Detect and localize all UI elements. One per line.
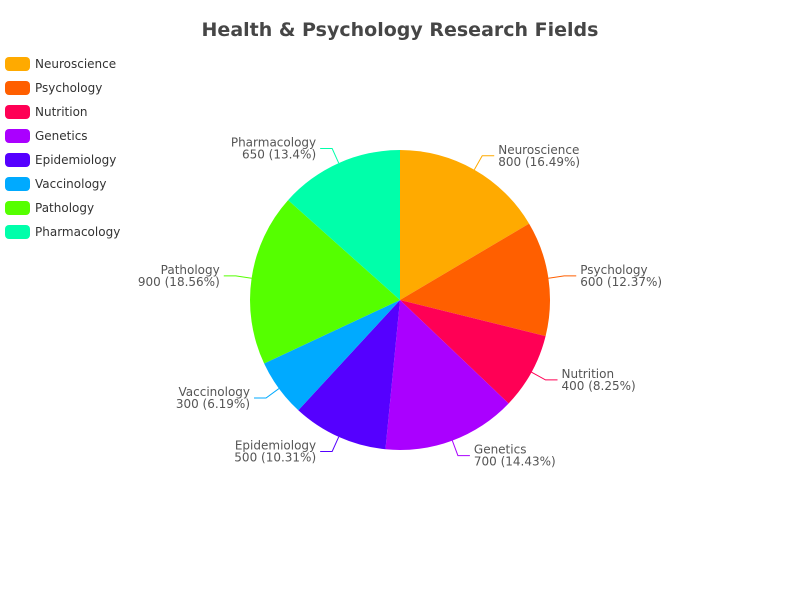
- label-leader-line: [320, 147, 340, 164]
- slice-label-value: 400 (8.25%): [562, 379, 636, 393]
- pie-slice-nutrition[interactable]: [400, 300, 546, 404]
- pie-slice-epidemiology[interactable]: [298, 300, 400, 450]
- legend-item-vaccinology[interactable]: Vaccinology: [5, 172, 120, 196]
- legend-swatch: [5, 57, 30, 71]
- legend-label: Psychology: [35, 81, 103, 95]
- slice-label-value: 500 (10.31%): [234, 451, 316, 465]
- pie-slice-neuroscience[interactable]: [400, 150, 530, 300]
- legend-swatch: [5, 81, 30, 95]
- pie-slice-vaccinology[interactable]: [264, 300, 400, 411]
- legend-label: Pathology: [35, 201, 95, 215]
- label-leader-line: [223, 275, 252, 279]
- label-leader-line: [548, 275, 577, 279]
- slice-label-name: Genetics: [474, 443, 527, 457]
- legend-label: Neuroscience: [35, 57, 117, 71]
- slice-label-value: 600 (12.37%): [580, 275, 662, 289]
- slice-label-name: Pharmacology: [231, 135, 316, 149]
- slice-label-value: 300 (6.19%): [176, 397, 250, 411]
- slice-label-name: Pathology: [161, 263, 220, 277]
- legend-swatch: [5, 201, 30, 215]
- legend-label: Pharmacology: [35, 225, 121, 239]
- slice-label-name: Psychology: [580, 263, 647, 277]
- pie-slice-pathology[interactable]: [250, 200, 400, 364]
- slice-label-value: 800 (16.49%): [498, 155, 580, 169]
- slice-label-value: 900 (18.56%): [138, 275, 220, 289]
- legend-label: Nutrition: [35, 105, 88, 119]
- pie-slice-psychology[interactable]: [400, 223, 550, 337]
- legend-label: Genetics: [35, 129, 88, 143]
- pie-slices: [250, 150, 550, 450]
- legend-swatch: [5, 129, 30, 143]
- legend-item-pathology[interactable]: Pathology: [5, 196, 120, 220]
- legend-item-nutrition[interactable]: Nutrition: [5, 100, 120, 124]
- slice-label-value: 700 (14.43%): [474, 455, 556, 469]
- legend-item-pharmacology[interactable]: Pharmacology: [5, 220, 120, 244]
- legend-swatch: [5, 177, 30, 191]
- legend-item-genetics[interactable]: Genetics: [5, 124, 120, 148]
- label-leader-line: [451, 440, 470, 457]
- legend-item-psychology[interactable]: Psychology: [5, 76, 120, 100]
- label-leader-line: [254, 388, 280, 399]
- legend-label: Epidemiology: [35, 153, 117, 167]
- legend: Neuroscience Psychology Nutrition Geneti…: [5, 52, 120, 244]
- pie-slice-pharmacology[interactable]: [288, 150, 400, 300]
- label-leader-line: [320, 436, 340, 453]
- slice-label-name: Nutrition: [562, 367, 615, 381]
- legend-item-epidemiology[interactable]: Epidemiology: [5, 148, 120, 172]
- label-leader-line: [473, 155, 495, 170]
- slice-label-name: Vaccinology: [179, 385, 251, 399]
- label-leader-line: [531, 371, 558, 381]
- slice-label-name: Epidemiology: [235, 439, 316, 453]
- legend-swatch: [5, 105, 30, 119]
- pie-slice-genetics[interactable]: [385, 300, 509, 450]
- legend-swatch: [5, 153, 30, 167]
- legend-item-neuroscience[interactable]: Neuroscience: [5, 52, 120, 76]
- legend-swatch: [5, 225, 30, 239]
- legend-label: Vaccinology: [35, 177, 107, 191]
- slice-label-value: 650 (13.4%): [242, 147, 316, 161]
- chart-title: Health & Psychology Research Fields: [201, 19, 599, 41]
- slice-label-name: Neuroscience: [498, 143, 579, 157]
